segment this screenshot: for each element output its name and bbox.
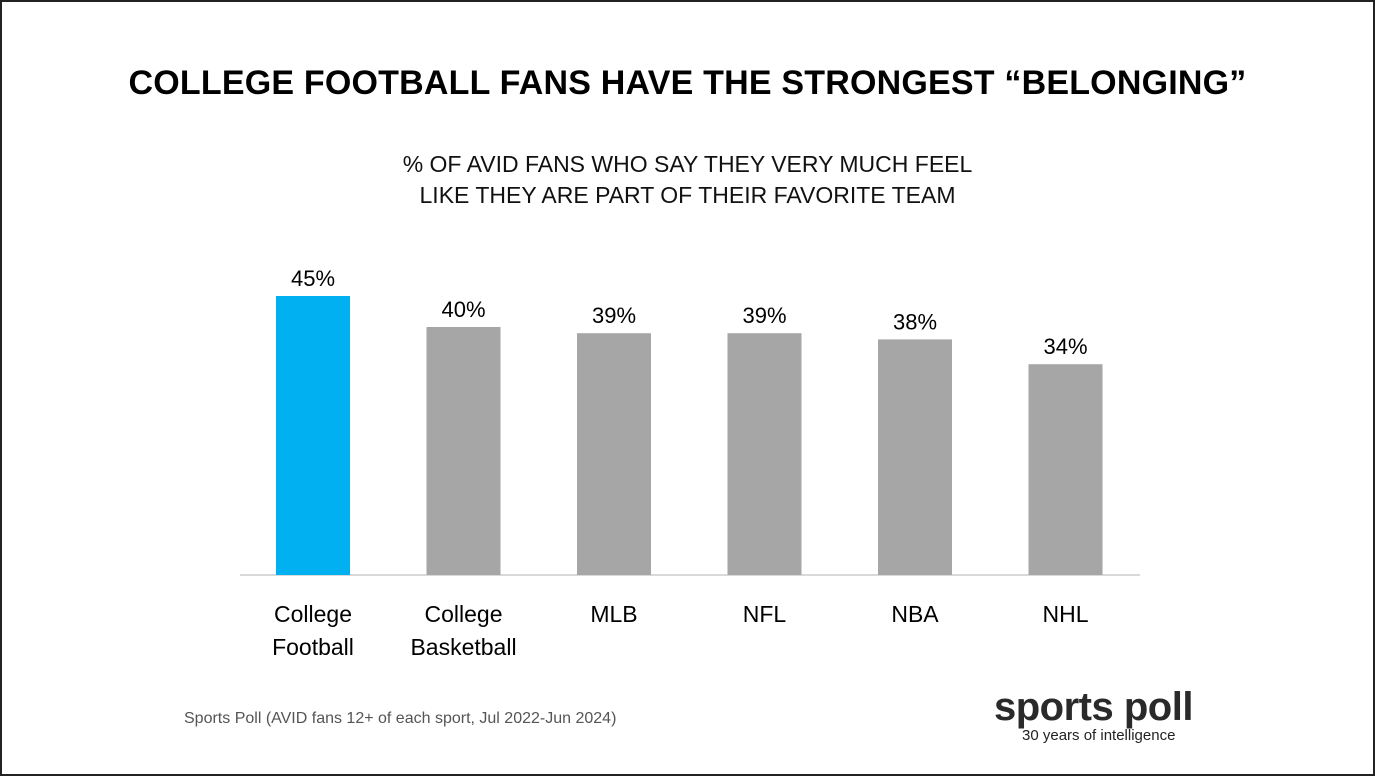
data-label: 39%: [592, 303, 636, 328]
category-label: Football: [272, 634, 354, 660]
data-label: 38%: [893, 309, 937, 334]
subtitle-line-2: LIKE THEY ARE PART OF THEIR FAVORITE TEA…: [419, 182, 956, 208]
sports-poll-logo: sports poll 30 years of intelligence: [994, 685, 1209, 744]
category-label: College: [274, 601, 352, 627]
bar: [727, 333, 802, 575]
data-label: 39%: [742, 303, 786, 328]
data-label: 40%: [441, 297, 485, 322]
data-label: 45%: [291, 266, 335, 291]
page-title: COLLEGE FOOTBALL FANS HAVE THE STRONGEST…: [128, 64, 1247, 102]
bar: [1028, 364, 1103, 575]
logo-wordmark: sports poll: [994, 685, 1193, 729]
source-note: Sports Poll (AVID fans 12+ of each sport…: [184, 710, 617, 727]
logo-tagline: 30 years of intelligence: [1022, 727, 1176, 744]
category-label: NBA: [891, 601, 939, 627]
bar: [426, 327, 501, 575]
category-label: Basketball: [410, 634, 516, 660]
bar: [878, 339, 952, 575]
subtitle-line-1: % OF AVID FANS WHO SAY THEY VERY MUCH FE…: [402, 151, 973, 177]
chart-subtitle: % OF AVID FANS WHO SAY THEY VERY MUCH FE…: [2, 149, 1373, 211]
bar: [577, 333, 651, 575]
category-label: College: [425, 601, 503, 627]
data-label: 34%: [1043, 334, 1087, 359]
bar: [276, 296, 350, 575]
category-label: MLB: [590, 601, 637, 627]
category-label: NFL: [743, 601, 787, 627]
category-label: NHL: [1042, 601, 1088, 627]
